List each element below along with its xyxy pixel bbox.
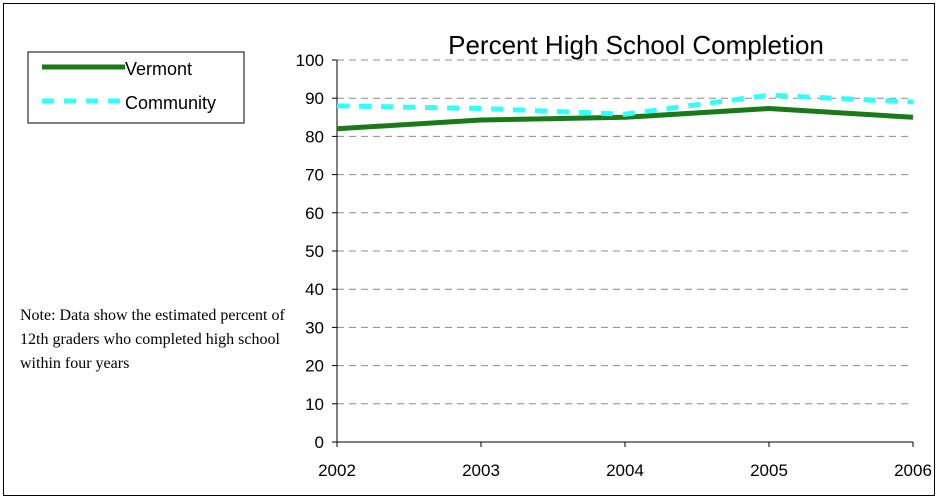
legend-label-community: Community — [125, 93, 216, 113]
legend-label-vermont: Vermont — [125, 59, 192, 79]
x-tick-label-2002: 2002 — [318, 461, 356, 480]
y-tick-label-0: 0 — [315, 433, 324, 452]
y-tick-label-30: 30 — [305, 318, 324, 337]
legend-box — [27, 51, 245, 124]
x-tick-labels: 2002 2003 2004 2005 2006 — [318, 461, 932, 480]
chart-note: Note: Data show the estimated percent of… — [20, 307, 285, 372]
y-tick-label-10: 10 — [305, 395, 324, 414]
y-tick-labels: 0 10 20 30 40 50 60 70 80 90 100 — [296, 51, 324, 452]
y-tick-label-80: 80 — [305, 127, 324, 146]
grid-lines — [337, 59, 913, 405]
y-tick-label-40: 40 — [305, 280, 324, 299]
x-tick-label-2006: 2006 — [894, 461, 932, 480]
y-tick-label-50: 50 — [305, 242, 324, 261]
axes — [332, 59, 914, 447]
x-tick-label-2004: 2004 — [606, 461, 644, 480]
series-line-community — [336, 92, 914, 117]
y-tick-label-20: 20 — [305, 357, 324, 376]
y-tick-label-100: 100 — [296, 51, 324, 70]
x-tick-label-2005: 2005 — [750, 461, 788, 480]
chart-title: Percent High School Completion — [448, 30, 824, 60]
legend: Vermont Community — [27, 51, 245, 124]
y-tick-label-60: 60 — [305, 204, 324, 223]
y-tick-label-70: 70 — [305, 166, 324, 185]
y-tick-label-90: 90 — [305, 89, 324, 108]
x-tick-label-2003: 2003 — [462, 461, 500, 480]
series-lines — [336, 92, 914, 132]
series-line-vermont — [336, 106, 914, 132]
